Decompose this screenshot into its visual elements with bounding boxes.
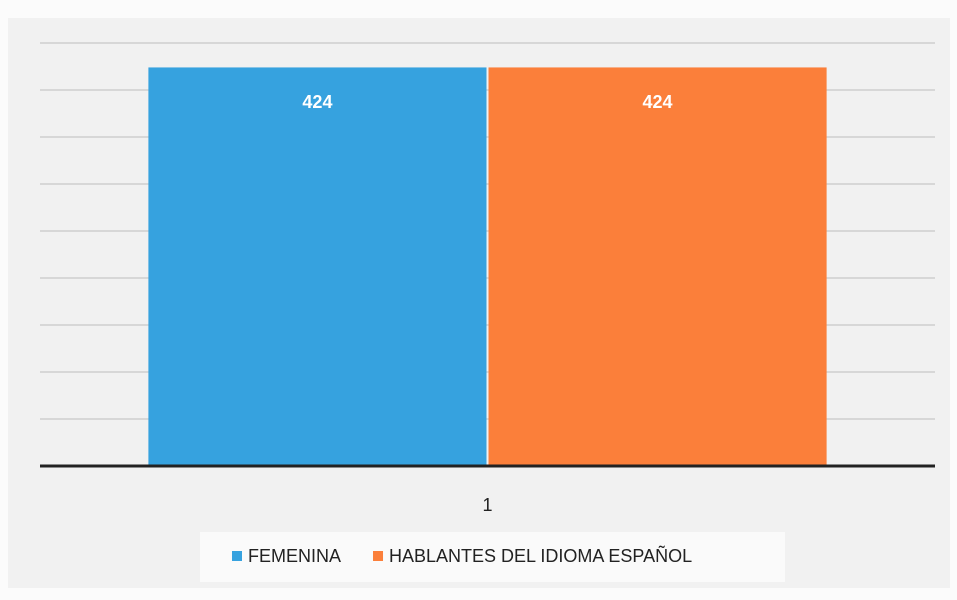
data-label: 424 xyxy=(302,92,332,112)
x-tick-label: 1 xyxy=(482,495,492,515)
legend-swatch xyxy=(232,551,242,561)
bar xyxy=(488,67,827,466)
bar xyxy=(148,67,487,466)
legend-swatch xyxy=(373,551,384,561)
data-label: 424 xyxy=(643,92,673,112)
legend-label: HABLANTES DEL IDIOMA ESPAÑOL xyxy=(389,545,692,566)
legend-label: FEMENINA xyxy=(248,546,341,566)
legend-box xyxy=(200,532,785,582)
